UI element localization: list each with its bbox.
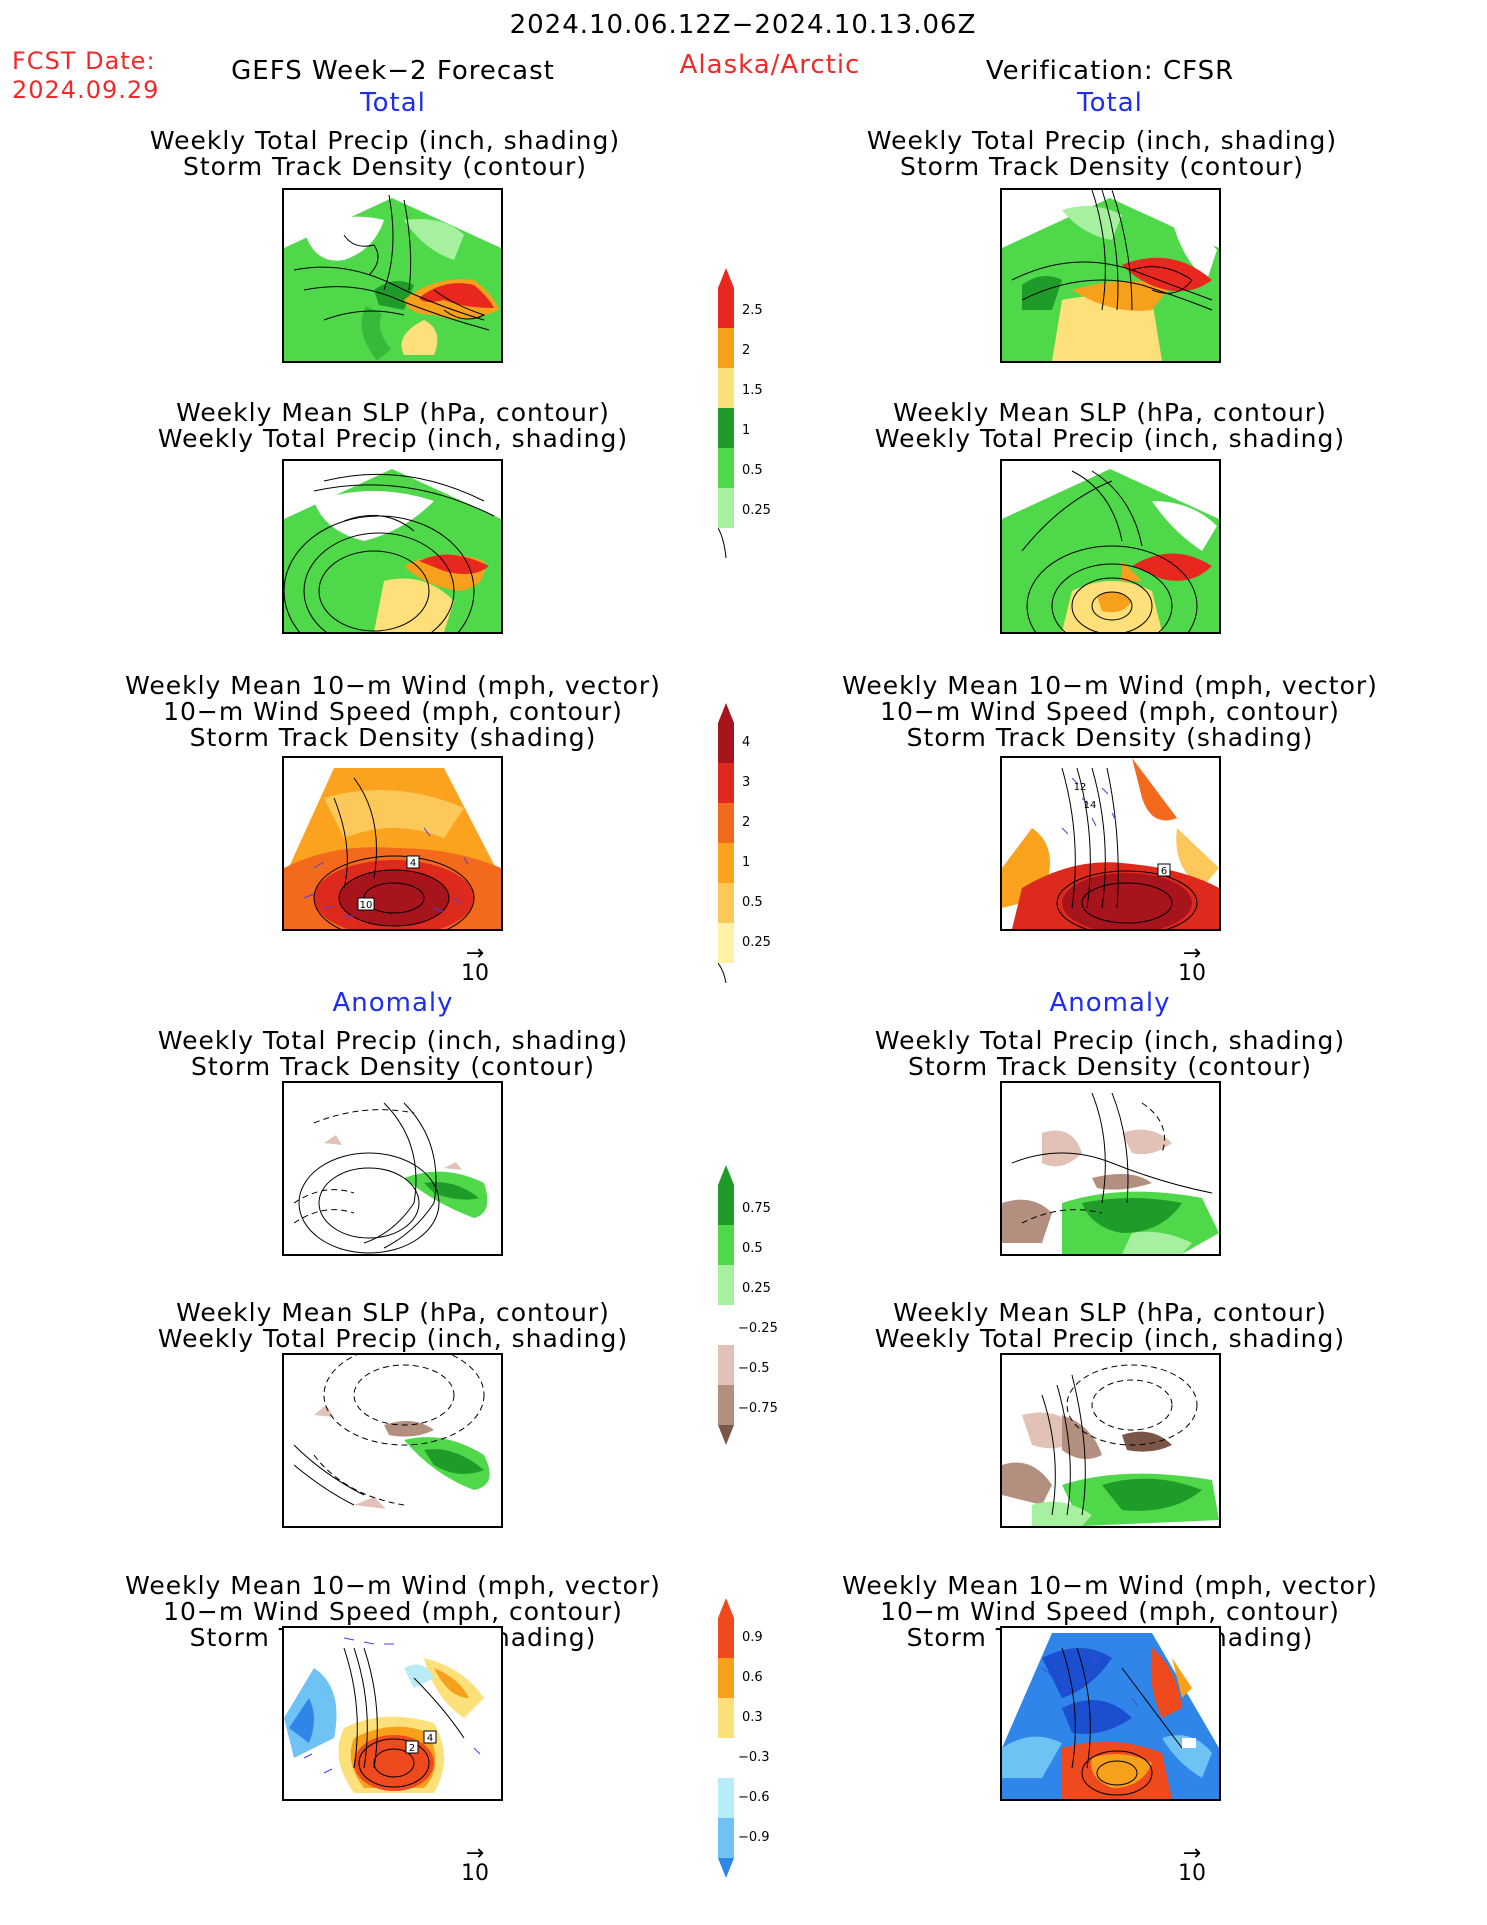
cb-label: −0.6 (738, 1790, 770, 1805)
cb-label: −0.3 (738, 1750, 770, 1765)
section-anomaly-left: Anomaly (332, 988, 454, 1018)
cb-label: 4 (742, 735, 751, 750)
map-total-wind-forecast: 4 10 (282, 756, 503, 931)
title-anom-wind-fcst: Weekly Mean 10−m Wind (mph, vector) 10−m … (125, 1571, 661, 1652)
cb-label: 0.9 (742, 1630, 763, 1645)
fcst-date-label: FCST Date: (12, 47, 156, 75)
arrow-right-icon: → (465, 1841, 485, 1866)
label-4: 4 (410, 858, 416, 869)
map-total-precip-verification (1000, 188, 1221, 363)
map-total-wind-verification: 12 14 6 (1000, 756, 1221, 931)
map-total-slp-verification (1000, 459, 1221, 634)
vector-ref-anom-fcst: → 10 (455, 1841, 495, 1885)
cb-label: 0.25 (742, 503, 771, 518)
title-total-wind-verif: Weekly Mean 10−m Wind (mph, vector) 10−m … (842, 671, 1378, 752)
title-total-slp-fcst: Weekly Mean SLP (hPa, contour) Weekly Tot… (157, 398, 629, 453)
label-14: 14 (1084, 800, 1097, 811)
map-anom-wind-verification (1000, 1626, 1221, 1801)
arrow-right-icon: → (1182, 1841, 1202, 1866)
title-anom-slp-fcst: Weekly Mean SLP (hPa, contour) Weekly Tot… (157, 1298, 629, 1353)
vector-ref-anom-verif: → 10 (1172, 1841, 1212, 1885)
label-6: 6 (1161, 866, 1167, 877)
cb-label: 0.3 (742, 1710, 763, 1725)
map-total-slp-forecast (282, 459, 503, 634)
cb-label: −0.25 (738, 1321, 778, 1336)
map-total-precip-forecast (282, 188, 503, 363)
fcst-date-value: 2024.09.29 (12, 76, 160, 104)
cb-label: 2 (742, 815, 751, 830)
colorbar-precip-anom: 0.75 0.5 0.25 −0.25 −0.5 −0.75 (718, 1165, 778, 1449)
cb-label: −0.9 (738, 1830, 770, 1845)
title-total-wind-fcst: Weekly Mean 10−m Wind (mph, vector) 10−m … (125, 671, 661, 752)
cb-label: 1.5 (742, 383, 763, 398)
cb-label: 0.6 (742, 1670, 763, 1685)
cb-label: 0.25 (742, 935, 771, 950)
map-anom-precip-forecast (282, 1081, 503, 1256)
map-anom-precip-verification (1000, 1081, 1221, 1256)
arrow-right-icon: → (1182, 941, 1202, 966)
period-title: 2024.10.06.12Z−2024.10.13.06Z (509, 10, 977, 40)
cb-label: 2.5 (742, 303, 763, 318)
title-total-precip-fcst: Weekly Total Precip (inch, shading) Storm… (149, 126, 621, 181)
section-total-left: Total (360, 88, 426, 118)
label-2: 2 (409, 1743, 415, 1754)
section-anomaly-right: Anomaly (1049, 988, 1171, 1018)
cb-label: 0.5 (742, 463, 763, 478)
label-10: 10 (360, 900, 373, 911)
label-12: 12 (1074, 782, 1087, 793)
cb-label: 0.5 (742, 895, 763, 910)
cb-label: 1 (742, 855, 751, 870)
cb-label: −0.75 (738, 1401, 778, 1416)
title-total-slp-verif: Weekly Mean SLP (hPa, contour) Weekly Tot… (874, 398, 1346, 453)
model-title: GEFS Week−2 Forecast (231, 56, 555, 86)
map-anom-slp-verification (1000, 1353, 1221, 1528)
map-anom-wind-forecast: 2 4 (282, 1626, 503, 1801)
vector-ref-total-verif: → 10 (1172, 941, 1212, 985)
title-anom-slp-verif: Weekly Mean SLP (hPa, contour) Weekly Tot… (874, 1298, 1346, 1353)
title-anom-precip-verif: Weekly Total Precip (inch, shading) Storm… (874, 1026, 1346, 1081)
label-4: 4 (427, 1733, 433, 1744)
region-title: Alaska/Arctic (679, 50, 861, 80)
cb-label: 0.5 (742, 1241, 763, 1256)
vector-ref-total-fcst: → 10 (455, 941, 495, 985)
title-anom-precip-fcst: Weekly Total Precip (inch, shading) Storm… (157, 1026, 629, 1081)
cb-label: 1 (742, 423, 751, 438)
verification-title: Verification: CFSR (985, 56, 1235, 86)
cb-label: −0.5 (738, 1361, 770, 1376)
cb-label: 0.75 (742, 1201, 771, 1216)
title-total-precip-verif: Weekly Total Precip (inch, shading) Storm… (866, 126, 1338, 181)
cb-label: 2 (742, 343, 751, 358)
cb-label: 3 (742, 775, 751, 790)
section-total-right: Total (1077, 88, 1143, 118)
colorbar-storm-total: 4 3 2 1 0.5 0.25 (717, 703, 771, 987)
colorbar-wind-anom: 0.9 0.6 0.3 −0.3 −0.6 −0.9 (718, 1598, 770, 1882)
map-anom-slp-forecast (282, 1353, 503, 1528)
colorbar-precip-total: 2.5 2 1.5 1 0.5 0.25 (717, 268, 771, 562)
arrow-right-icon: → (465, 941, 485, 966)
cb-label: 0.25 (742, 1281, 771, 1296)
